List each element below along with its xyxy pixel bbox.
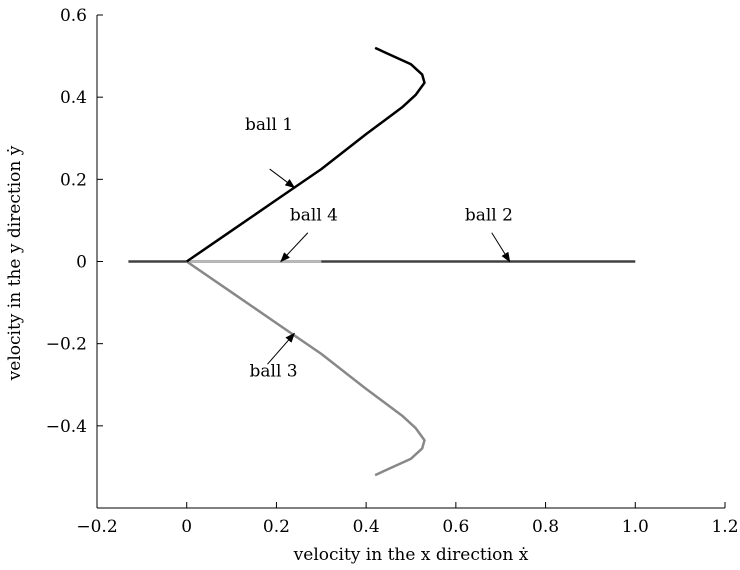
y-tick-label: 0.4	[60, 88, 87, 108]
x-axis-label: velocity in the x direction ẋ	[293, 545, 529, 565]
y-axis-label: velocity in the y direction ẏ	[5, 145, 25, 381]
annotation-label-ball-1: ball 1	[245, 115, 293, 135]
annotation-arrow-ball-2	[491, 232, 511, 263]
axes: −0.2 0 0.2 0.4 0.6 0.8 1.0 1.2 −0.4 −0.2 0 0.2 0.4 0.…	[46, 6, 739, 537]
x-tick-label: 1.0	[622, 517, 649, 537]
x-tick-label: 0.4	[353, 517, 380, 537]
x-tick-label: 0.6	[442, 517, 469, 537]
y-tick-label: −0.4	[46, 417, 87, 437]
annotation-arrow-ball-1	[269, 168, 296, 189]
series-line-ball-1	[185, 46, 426, 263]
annotation-label-ball-2: ball 2	[465, 205, 513, 225]
series-line-ball-3	[185, 260, 426, 477]
annotation-arrow-ball-4	[280, 232, 309, 263]
y-tick-label: −0.2	[46, 335, 87, 355]
x-tick-label: 0.2	[263, 517, 290, 537]
y-tick-label: 0	[76, 253, 87, 273]
annotation-arrow-ball-3	[267, 332, 296, 365]
y-tick-label: 0.2	[60, 170, 87, 190]
annotation-label-ball-3: ball 3	[250, 362, 298, 382]
x-tick-label: 1.2	[711, 517, 738, 537]
x-tick-label: −0.2	[76, 517, 117, 537]
x-tick-label: 0.8	[532, 517, 559, 537]
y-tick-label: 0.6	[60, 6, 87, 26]
annotation-label-ball-4: ball 4	[290, 205, 338, 225]
x-tick-label: 0	[181, 517, 192, 537]
annotation-layer: ball 1 ball 4 ball 2 ball 3	[245, 115, 513, 382]
series-layer	[128, 46, 636, 477]
